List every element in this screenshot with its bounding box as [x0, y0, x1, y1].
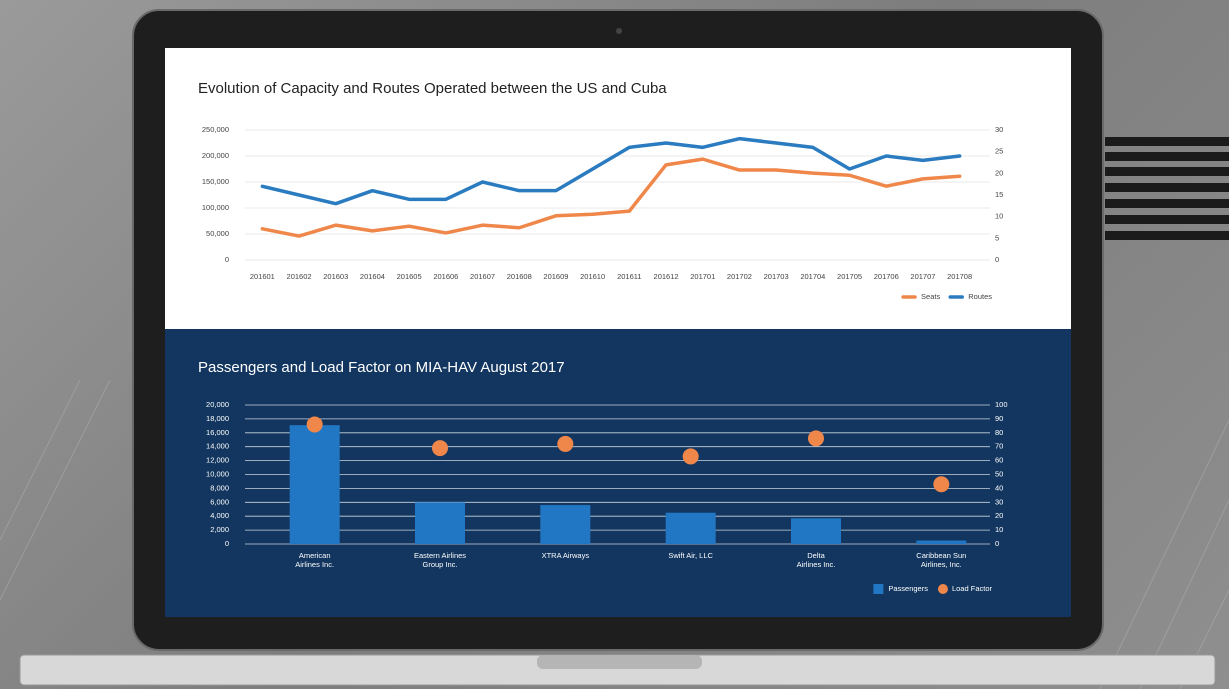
- y-tick-label: 20,000: [206, 400, 229, 409]
- y-tick-label: 0: [225, 255, 229, 264]
- chart-title: Passengers and Load Factor on MIA-HAV Au…: [198, 359, 565, 376]
- point: [307, 416, 323, 432]
- y2-tick-label: 60: [995, 456, 1003, 465]
- y-tick-label: 200,000: [202, 151, 229, 160]
- y2-tick-label: 10: [995, 525, 1003, 534]
- y-tick-label: 14,000: [206, 442, 229, 451]
- legend-label: Load Factor: [952, 584, 993, 593]
- legend-label: Passengers: [888, 584, 928, 593]
- bar: [540, 505, 590, 544]
- y2-tick-label: 30: [995, 125, 1003, 134]
- laptop-scene: Evolution of Capacity and Routes Operate…: [0, 0, 1229, 689]
- y2-tick-label: 0: [995, 539, 999, 548]
- y2-tick-label: 50: [995, 469, 1003, 478]
- bar: [415, 502, 465, 544]
- legend-label: Seats: [921, 292, 940, 301]
- x-tick-label: Eastern Airlines Group Inc.: [385, 551, 495, 569]
- screenshot: Evolution of Capacity and Routes Operate…: [0, 0, 1229, 689]
- y2-tick-label: 25: [995, 147, 1003, 156]
- y-tick-label: 8,000: [210, 483, 229, 492]
- y-tick-label: 10,000: [206, 469, 229, 478]
- x-tick-label: Caribbean Sun Airlines, Inc.: [886, 551, 996, 569]
- x-tick-label: 201708: [905, 272, 1015, 281]
- x-tick-label: American Airlines Inc.: [260, 551, 370, 569]
- y2-tick-label: 0: [995, 255, 999, 264]
- y2-tick-label: 5: [995, 233, 999, 242]
- y-tick-label: 50,000: [206, 229, 229, 238]
- bar: [290, 425, 340, 544]
- y-tick-label: 4,000: [210, 511, 229, 520]
- x-tick-label: XTRA Airways: [510, 551, 620, 560]
- y-tick-label: 150,000: [202, 177, 229, 186]
- y-tick-label: 16,000: [206, 428, 229, 437]
- y-tick-label: 250,000: [202, 125, 229, 134]
- y2-tick-label: 10: [995, 212, 1003, 221]
- y2-tick-label: 15: [995, 190, 1003, 199]
- y2-tick-label: 20: [995, 168, 1003, 177]
- y2-tick-label: 20: [995, 511, 1003, 520]
- y2-tick-label: 90: [995, 414, 1003, 423]
- bar: [666, 513, 716, 544]
- side-stripes: [1105, 137, 1229, 240]
- x-tick-label: Delta Airlines Inc.: [761, 551, 871, 569]
- chart-title: Evolution of Capacity and Routes Operate…: [198, 80, 667, 97]
- y-tick-label: 18,000: [206, 414, 229, 423]
- y-tick-label: 12,000: [206, 456, 229, 465]
- legend-marker: [938, 584, 948, 594]
- y2-tick-label: 80: [995, 428, 1003, 437]
- bar: [791, 518, 841, 544]
- y-tick-label: 6,000: [210, 497, 229, 506]
- y-tick-label: 100,000: [202, 203, 229, 212]
- y-tick-label: 2,000: [210, 525, 229, 534]
- point: [933, 476, 949, 492]
- base-notch: [537, 655, 702, 669]
- y2-tick-label: 70: [995, 442, 1003, 451]
- point: [808, 430, 824, 446]
- x-tick-label: Swift Air, LLC: [636, 551, 746, 560]
- legend-marker: [873, 584, 883, 594]
- bar: [916, 541, 966, 544]
- camera: [616, 28, 622, 34]
- y2-tick-label: 40: [995, 483, 1003, 492]
- y2-tick-label: 100: [995, 400, 1008, 409]
- legend-label: Routes: [968, 292, 992, 301]
- point: [432, 440, 448, 456]
- point: [683, 448, 699, 464]
- y-tick-label: 0: [225, 539, 229, 548]
- y2-tick-label: 30: [995, 497, 1003, 506]
- point: [557, 436, 573, 452]
